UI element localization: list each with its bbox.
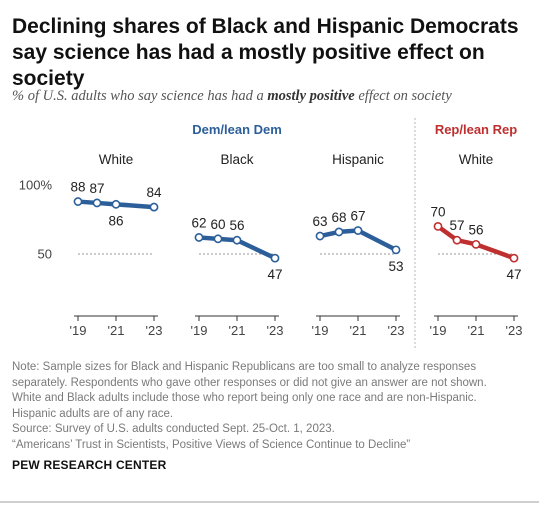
- x-tick-label: '23: [146, 323, 163, 338]
- data-point: [452, 235, 462, 245]
- data-point: [111, 199, 121, 209]
- data-point: [315, 231, 325, 241]
- data-label: 56: [229, 218, 244, 233]
- pew-research-center-logo: PEW RESEARCH CENTER: [12, 458, 167, 472]
- subtitle-emphasis: mostly positive: [267, 88, 355, 104]
- data-point: [194, 233, 204, 242]
- data-label: 57: [449, 218, 464, 233]
- x-tick-label: '23: [388, 323, 405, 338]
- note-line: separately. Respondents who gave other r…: [12, 376, 487, 389]
- data-point: [353, 226, 363, 235]
- line-chart: Dem/lean Dem Rep/lean Rep 100% 50 White 88 87 8…: [19, 118, 523, 348]
- panel-title: Hispanic: [332, 152, 384, 167]
- source-line: Source: Survey of U.S. adults conducted …: [12, 423, 335, 435]
- subtitle-text-start: % of U.S. adults who say science has had…: [12, 88, 268, 104]
- note-line: White and Black adults include those who…: [12, 392, 477, 404]
- x-tick-label: '19: [70, 323, 87, 338]
- note-line: Hispanic adults are of any race.: [12, 407, 174, 420]
- data-label: 60: [210, 217, 225, 232]
- x-tick-label: '19: [430, 323, 447, 338]
- x-tick-label: '19: [312, 323, 329, 338]
- data-label: 47: [506, 267, 521, 282]
- data-label: 56: [468, 222, 483, 237]
- x-tick-label: '23: [267, 323, 284, 338]
- data-label: 67: [350, 209, 365, 224]
- data-label: 53: [388, 259, 403, 274]
- panel-title: White: [99, 152, 134, 167]
- data-label: 86: [108, 213, 123, 228]
- data-label: 47: [267, 267, 282, 282]
- x-tick-label: '21: [229, 323, 246, 338]
- data-point: [92, 198, 102, 208]
- chart-title: Declining shares of Black and Hispanic D…: [12, 15, 519, 90]
- group-header-dem: Dem/lean Dem: [192, 122, 282, 137]
- data-point: [73, 197, 83, 206]
- series-line: [317, 228, 399, 253]
- x-tick-label: '21: [468, 323, 485, 338]
- data-point: [509, 253, 519, 263]
- data-point: [334, 227, 344, 237]
- panel-title: White: [459, 152, 494, 167]
- panel-title: Black: [220, 152, 253, 167]
- note-line: Note: Sample sizes for Black and Hispani…: [12, 361, 477, 373]
- report-title-line: “Americans’ Trust in Scientists, Positiv…: [12, 438, 411, 451]
- data-point: [391, 245, 401, 255]
- data-point: [471, 239, 481, 249]
- chart-subtitle: % of U.S. adults who say science has had…: [12, 88, 532, 105]
- x-tick-label: '19: [191, 323, 208, 338]
- data-point: [149, 202, 159, 212]
- data-point: [232, 235, 242, 245]
- data-label: 70: [430, 204, 445, 219]
- data-label: 63: [312, 214, 327, 229]
- y-tick-label: 50: [38, 247, 52, 262]
- data-label: 62: [191, 215, 206, 230]
- data-label: 84: [146, 185, 162, 200]
- series-line: [435, 224, 517, 261]
- x-tick-label: '23: [506, 323, 523, 338]
- data-label: 68: [331, 210, 346, 225]
- series-line: [196, 235, 278, 261]
- x-tick-label: '21: [350, 323, 367, 338]
- series-line: [75, 199, 157, 210]
- data-point: [433, 222, 443, 231]
- data-point: [270, 253, 280, 263]
- y-tick-label: 100%: [19, 178, 53, 193]
- data-label: 87: [89, 181, 104, 196]
- chart-notes: Note: Sample sizes for Black and Hispani…: [12, 360, 532, 453]
- data-label: 88: [70, 180, 85, 195]
- subtitle-text-end: effect on society: [354, 88, 452, 104]
- x-tick-label: '21: [108, 323, 125, 338]
- data-point: [213, 234, 223, 244]
- bottom-divider: [0, 501, 539, 503]
- group-header-rep: Rep/lean Rep: [435, 122, 517, 137]
